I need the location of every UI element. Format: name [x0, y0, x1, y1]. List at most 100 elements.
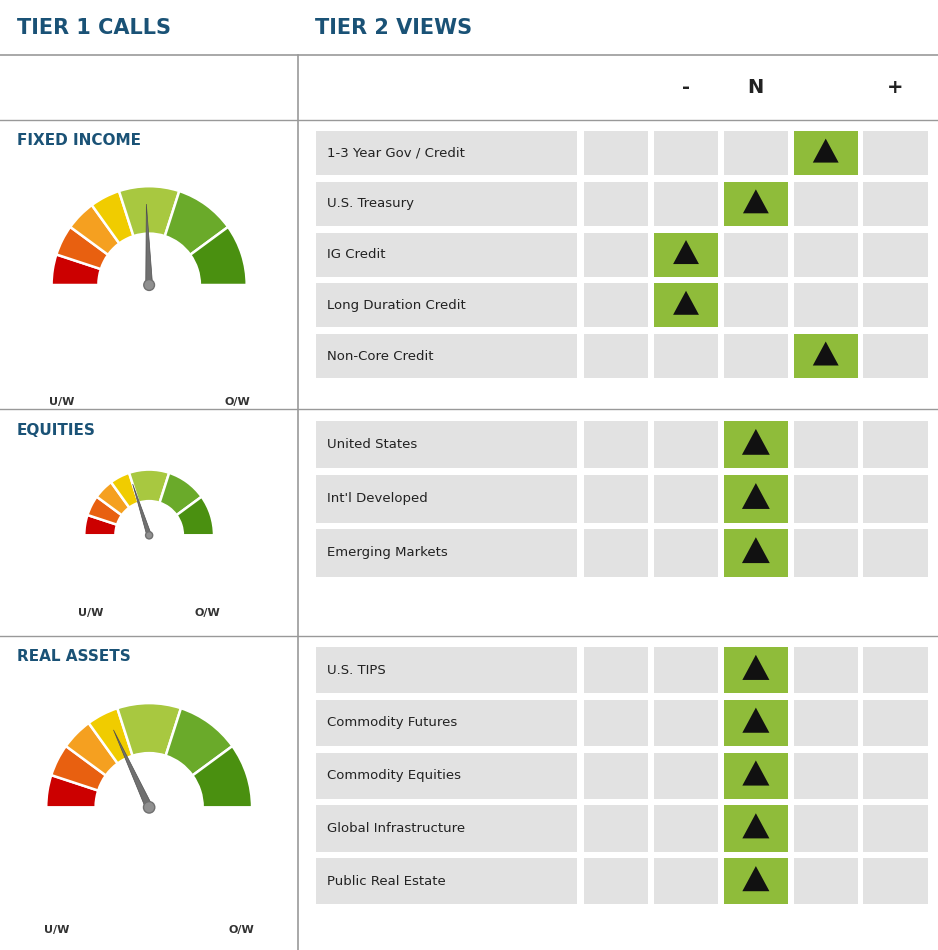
Text: Public Real Estate: Public Real Estate [327, 875, 446, 888]
Text: U/W: U/W [78, 608, 103, 618]
Text: O/W: O/W [229, 925, 254, 936]
Bar [584, 131, 648, 175]
Bar [724, 700, 788, 746]
Text: O/W: O/W [224, 396, 250, 407]
Wedge shape [190, 227, 247, 285]
Polygon shape [673, 291, 699, 314]
Bar [724, 283, 788, 328]
Polygon shape [742, 538, 770, 563]
Bar [724, 752, 788, 799]
Bar [864, 131, 928, 175]
Bar [864, 700, 928, 746]
Bar [654, 334, 719, 378]
Wedge shape [66, 723, 117, 775]
Bar [584, 529, 648, 577]
Bar [654, 858, 719, 904]
Bar [316, 421, 578, 468]
Bar [864, 233, 928, 276]
Bar [316, 283, 578, 328]
Text: Commodity Futures: Commodity Futures [327, 716, 458, 730]
Circle shape [144, 279, 155, 291]
Text: Int'l Developed: Int'l Developed [327, 492, 428, 505]
Bar [724, 858, 788, 904]
Bar [654, 806, 719, 851]
Bar [316, 806, 578, 851]
Text: O/W: O/W [195, 608, 220, 618]
Bar [654, 233, 719, 276]
Text: U/W: U/W [44, 925, 69, 936]
Polygon shape [742, 708, 769, 732]
Bar [794, 700, 858, 746]
Text: Emerging Markets: Emerging Markets [327, 546, 448, 560]
Bar [316, 334, 578, 378]
Bar [864, 529, 928, 577]
Polygon shape [742, 429, 770, 455]
Bar [584, 181, 648, 226]
Text: REAL ASSETS: REAL ASSETS [17, 649, 130, 664]
Text: -: - [682, 78, 690, 97]
Text: Commodity Equities: Commodity Equities [327, 770, 461, 782]
Text: Non-Core Credit: Non-Core Credit [327, 350, 434, 363]
Bar [654, 475, 719, 522]
Wedge shape [176, 497, 214, 535]
Wedge shape [192, 746, 252, 808]
Bar [864, 752, 928, 799]
Bar [864, 647, 928, 694]
Bar [316, 858, 578, 904]
Bar [794, 806, 858, 851]
Bar [316, 233, 578, 276]
Wedge shape [56, 227, 108, 269]
Bar [724, 475, 788, 522]
Wedge shape [70, 205, 119, 255]
Bar [864, 421, 928, 468]
Polygon shape [742, 483, 770, 509]
Bar [316, 700, 578, 746]
Bar [654, 700, 719, 746]
Wedge shape [52, 746, 106, 790]
Bar [584, 475, 648, 522]
Bar [316, 752, 578, 799]
Bar [584, 334, 648, 378]
Polygon shape [742, 866, 769, 891]
Bar [864, 334, 928, 378]
Bar [794, 475, 858, 522]
Polygon shape [113, 730, 152, 808]
Wedge shape [119, 186, 179, 237]
Bar [584, 752, 648, 799]
Bar [864, 806, 928, 851]
Bar [724, 806, 788, 851]
Text: U.S. TIPS: U.S. TIPS [327, 663, 386, 676]
Text: U.S. Treasury: U.S. Treasury [327, 198, 415, 210]
Bar [316, 529, 578, 577]
Bar [724, 529, 788, 577]
Bar [794, 858, 858, 904]
Bar [654, 283, 719, 328]
Bar [316, 181, 578, 226]
Text: Long Duration Credit: Long Duration Credit [327, 299, 466, 312]
Bar [584, 647, 648, 694]
Wedge shape [87, 497, 122, 524]
Wedge shape [159, 473, 202, 515]
Bar [654, 647, 719, 694]
Text: +: + [887, 78, 904, 97]
Bar [316, 647, 578, 694]
Polygon shape [742, 813, 769, 839]
Bar [724, 131, 788, 175]
Bar [864, 858, 928, 904]
Wedge shape [84, 515, 117, 535]
Polygon shape [742, 760, 769, 786]
Wedge shape [117, 703, 181, 756]
Bar [794, 334, 858, 378]
Bar [584, 858, 648, 904]
Bar [724, 233, 788, 276]
Bar [584, 806, 648, 851]
Polygon shape [813, 139, 839, 162]
Bar [864, 475, 928, 522]
Polygon shape [673, 240, 699, 264]
Text: EQUITIES: EQUITIES [17, 423, 96, 438]
Wedge shape [165, 191, 228, 255]
Wedge shape [111, 473, 139, 507]
Wedge shape [92, 191, 133, 243]
Wedge shape [166, 708, 233, 775]
Bar [654, 181, 719, 226]
